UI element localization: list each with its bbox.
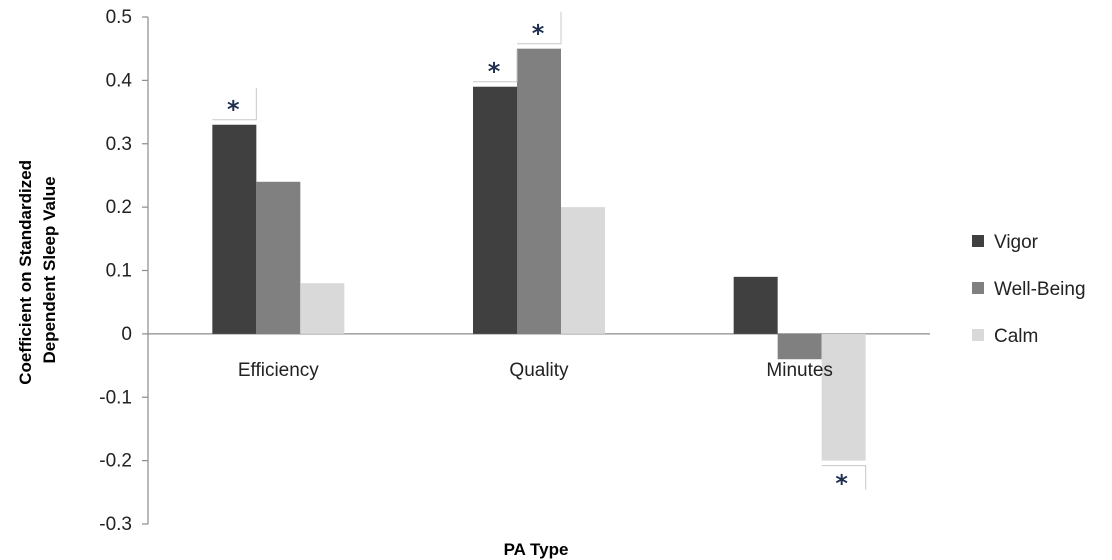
bar-minutes-well-being — [777, 333, 822, 360]
y-axis-title-line-1: Coefficient on Standardized — [16, 160, 35, 385]
significance-marker: * — [212, 87, 257, 124]
asterisk: * — [835, 470, 848, 498]
x-axis-title: PA Type — [504, 540, 569, 559]
y-tick-label: 0.1 — [106, 261, 132, 282]
significance-marker: * — [821, 465, 867, 498]
bar-quality-well-being — [517, 48, 561, 334]
y-tick-label: 0 — [121, 324, 132, 345]
category-label: Efficiency — [238, 360, 319, 381]
marker-bracket — [473, 49, 518, 83]
y-tick-label: 0.3 — [106, 134, 132, 155]
bar-efficiency-vigor — [212, 124, 257, 334]
asterisk: * — [227, 96, 240, 124]
y-tick-labels: 0.5 0.4 0.3 0.2 0.1 0 -0.1 -0.2 -0.3 — [99, 7, 132, 535]
y-tick-label: -0.1 — [99, 387, 132, 408]
y-tick-label: -0.3 — [99, 514, 132, 535]
bar-quality-calm — [561, 207, 605, 334]
bar-efficiency-well-being — [256, 181, 301, 334]
legend-swatch-vigor — [972, 235, 984, 247]
significance-marker: * — [473, 49, 518, 86]
category-label: Minutes — [766, 360, 833, 381]
bar-minutes-calm — [821, 333, 866, 461]
bars — [212, 48, 866, 461]
marker-bracket — [821, 465, 867, 490]
bar-efficiency-calm — [300, 283, 345, 334]
significance-markers: * * * * — [212, 11, 867, 498]
marker-bracket — [517, 11, 562, 45]
legend-label-calm: Calm — [994, 326, 1038, 347]
y-axis-title: Coefficient on Standardized Dependent Sl… — [16, 155, 59, 385]
y-tick-label: -0.2 — [99, 451, 132, 472]
category-label: Quality — [509, 360, 569, 381]
asterisk: * — [532, 20, 545, 48]
significance-marker: * — [517, 11, 562, 48]
bar-quality-vigor — [473, 86, 517, 334]
legend-swatch-well-being — [972, 282, 984, 294]
legend-label-vigor: Vigor — [994, 232, 1039, 253]
y-axis-title-line-2: Dependent Sleep Value — [40, 176, 59, 363]
legend: Vigor Well-Being Calm — [972, 232, 1086, 347]
legend-label-well-being: Well-Being — [994, 279, 1086, 300]
bar-minutes-vigor — [733, 276, 778, 334]
legend-swatch-calm — [972, 329, 984, 341]
category-labels: Efficiency Quality Minutes — [238, 360, 833, 381]
marker-bracket — [212, 87, 257, 121]
y-tick-label: 0.5 — [106, 7, 132, 28]
y-tick-label: 0.2 — [106, 197, 132, 218]
y-tick-label: 0.4 — [106, 70, 133, 91]
asterisk: * — [488, 58, 501, 86]
